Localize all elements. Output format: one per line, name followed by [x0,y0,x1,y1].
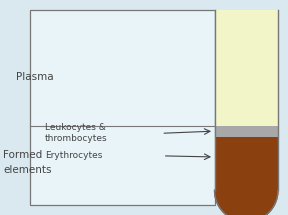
Bar [30,10,215,205]
Bar [215,126,278,137]
Bar [215,10,278,126]
Text: Leukocytes &: Leukocytes & [45,123,105,132]
Text: Formed: Formed [3,150,43,160]
Polygon shape [215,190,278,215]
Text: Erythrocytes: Erythrocytes [45,151,102,160]
Text: elements: elements [3,165,52,175]
Bar [215,137,278,190]
Text: Plasma: Plasma [16,72,54,82]
Text: thrombocytes: thrombocytes [45,134,107,143]
